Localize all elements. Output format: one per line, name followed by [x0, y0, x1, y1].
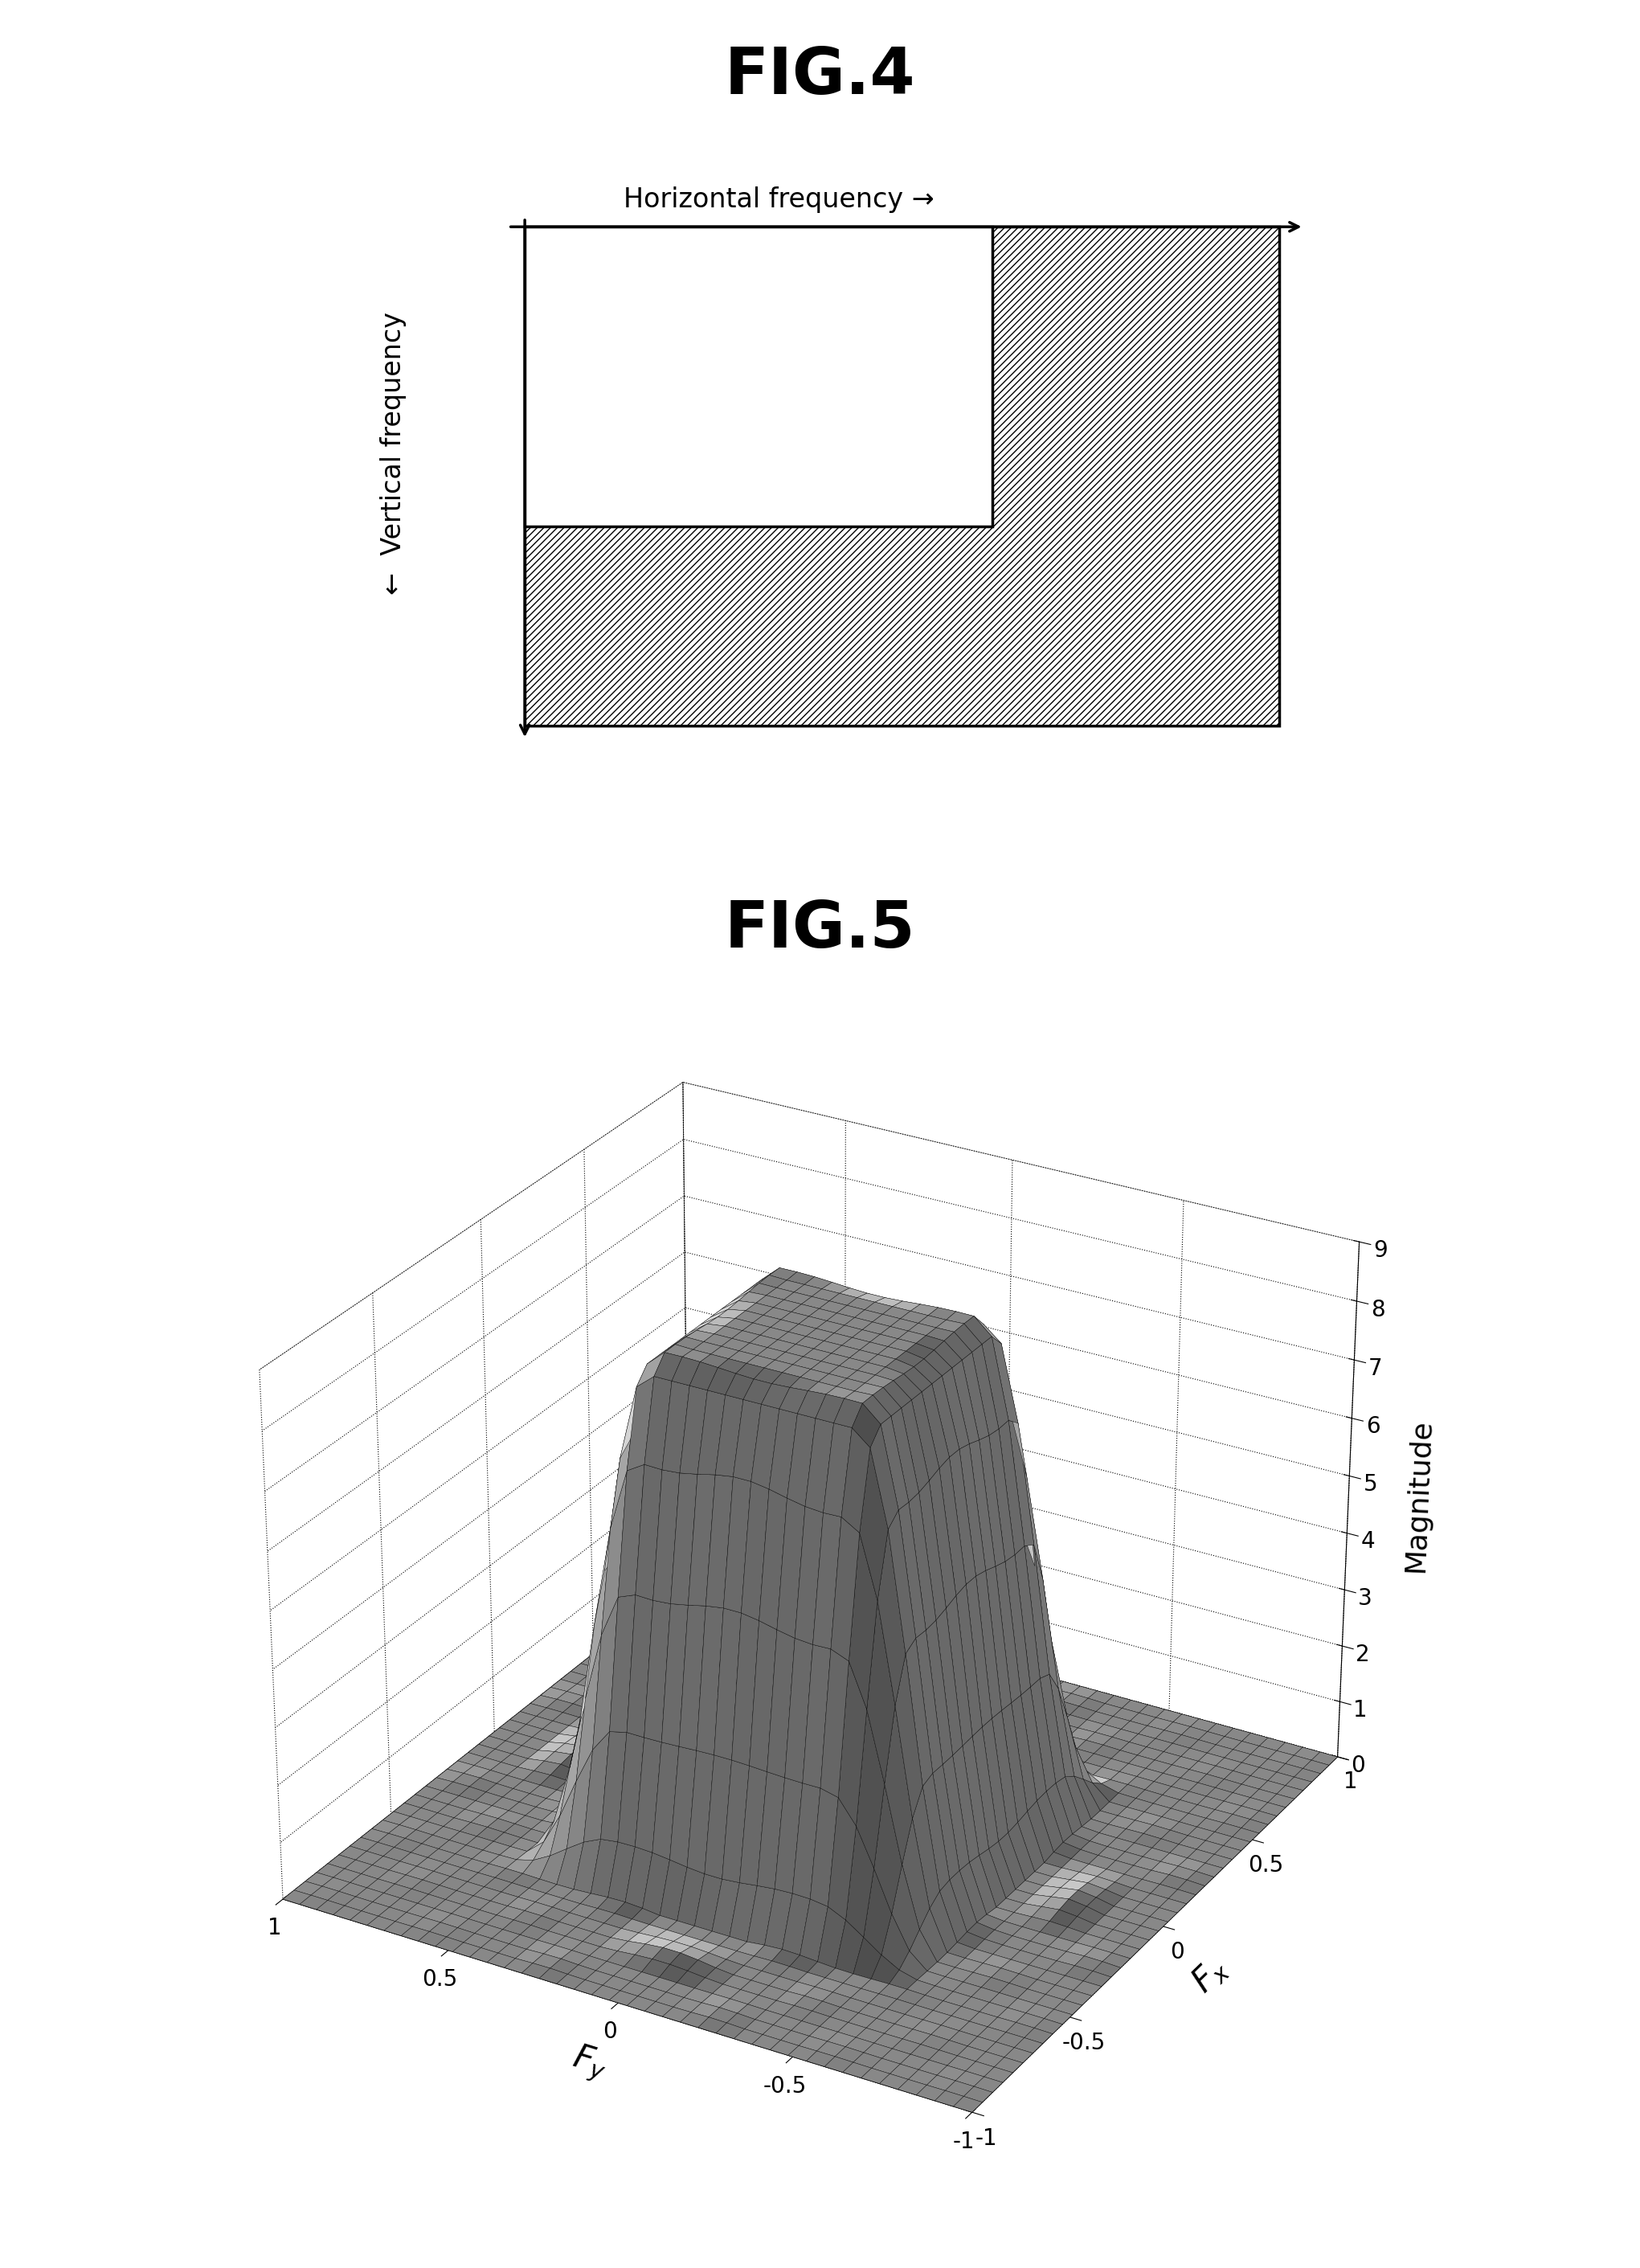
- Text: FIG.5: FIG.5: [725, 898, 915, 962]
- Bar: [525, 227, 1279, 726]
- X-axis label: $F_y$: $F_y$: [567, 2039, 612, 2087]
- Text: Horizontal frequency →: Horizontal frequency →: [623, 186, 933, 213]
- Y-axis label: $F_x$: $F_x$: [1186, 1950, 1235, 2000]
- Text: ←  Vertical frequency: ← Vertical frequency: [380, 313, 407, 594]
- Bar: [525, 227, 992, 526]
- Text: FIG.4: FIG.4: [725, 45, 915, 109]
